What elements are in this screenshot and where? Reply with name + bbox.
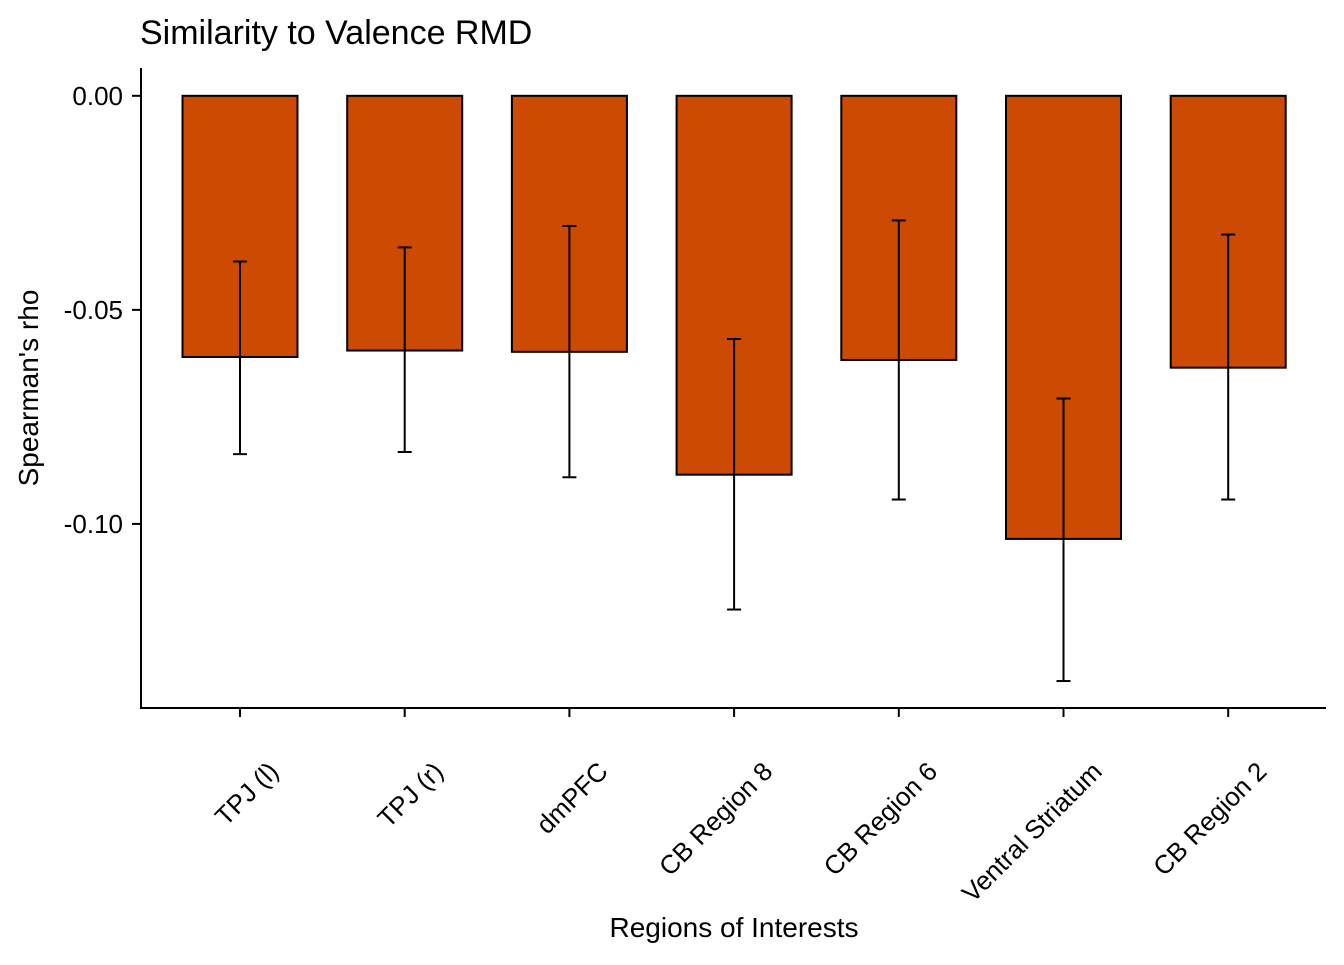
error-bar-3 [727,337,742,611]
bars-layer [181,94,1287,540]
y-ticks-layer: 0.00 -0.05 -0.10 [64,81,141,539]
x-ticks-layer: TPJ (l) TPJ (r) dmPFC CB Region 8 CB Region … [209,708,1272,908]
x-tick-label-5: Ventral Striatum [956,756,1108,908]
error-bar-4 [891,219,906,501]
x-tick-label-0: TPJ (l) [209,756,284,831]
axes-layer [140,68,1326,709]
error-bars-layer [233,219,1236,683]
x-tick-label-1: TPJ (r) [372,756,449,833]
error-bar-0 [233,260,247,456]
x-axis-title: Regions of Interests [609,912,858,943]
x-tick-label-2: dmPFC [530,756,614,840]
bar-2 [510,94,628,353]
x-tick-label-3: CB Region 8 [653,756,778,881]
y-tick-label-2: -0.10 [64,509,123,539]
x-tick-label-6: CB Region 2 [1147,756,1272,881]
chart-title: Similarity to Valence RMD [140,14,532,52]
error-bar-1 [397,246,412,453]
y-axis-title: Spearman's rho [13,290,44,487]
y-tick-label-0: 0.00 [72,81,123,111]
error-bar-6 [1221,233,1236,501]
y-tick-label-1: -0.05 [64,295,123,325]
error-bar-5 [1056,397,1071,683]
error-bar-2 [562,224,577,479]
x-tick-label-4: CB Region 6 [818,756,943,881]
